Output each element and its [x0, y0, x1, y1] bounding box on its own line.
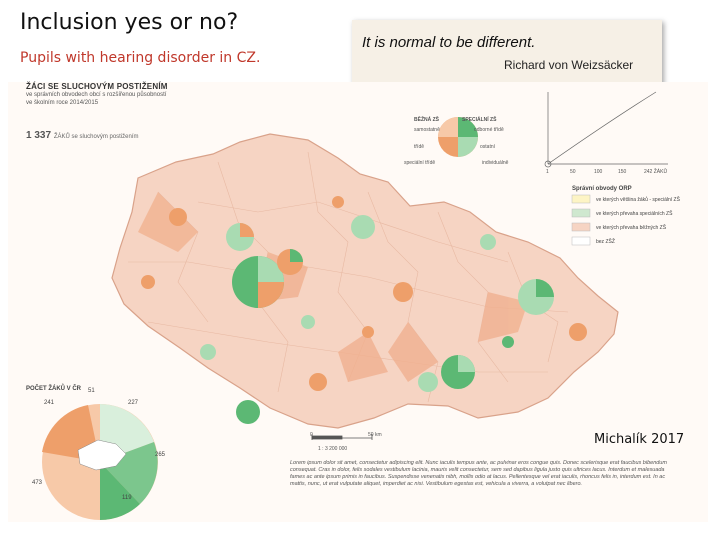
pie-district	[480, 234, 496, 250]
orp-legend-row: ve kterých převaha speciálních ZŠ	[596, 211, 673, 217]
scale-bar-end: 50 km	[368, 432, 382, 438]
pie-legend-col1: BĚŽNÁ ZŠ	[414, 117, 439, 123]
pie-district	[169, 208, 187, 226]
orp-legend-title: Správní obvody ORP	[572, 186, 632, 192]
pie-district	[362, 326, 374, 338]
map-header-line2: ve školním roce 2014/2015	[26, 100, 99, 106]
credit-text: Michalík 2017	[594, 432, 685, 447]
country-outline	[111, 133, 619, 429]
orp-legend-swatches	[571, 194, 591, 246]
pie-legend-col2: SPECIÁLNÍ ZŠ	[462, 117, 497, 123]
scale-tick-3: 100	[594, 169, 603, 175]
pie-district	[351, 215, 375, 239]
scale-bar-start: 0	[310, 432, 313, 438]
map-header-title: ŽÁCI SE SLUCHOVÝM POSTIŽENÍM	[26, 82, 168, 91]
pie-district	[309, 373, 327, 391]
orp-legend-row: ve kterých většina žáků - speciální ZŠ	[596, 197, 680, 203]
pupil-count: 1 337 ŽÁKŮ se sluchovým postižením	[26, 130, 139, 141]
pie-legend-tl: samostatně	[414, 127, 440, 133]
scale-tick-2: 50	[570, 169, 576, 175]
pie-district	[200, 344, 216, 360]
pie-district	[141, 275, 155, 289]
pie-district	[418, 372, 438, 392]
pupils-pie-value: 51	[88, 388, 95, 394]
pie-district	[502, 336, 514, 348]
slide-title: Inclusion yes or no?	[20, 10, 239, 35]
map-header: ŽÁCI SE SLUCHOVÝM POSTIŽENÍM ve správníc…	[26, 82, 256, 107]
pie-legend-ml: třídě	[414, 144, 425, 150]
pupils-pie-title: POČET ŽÁKŮ V ČR	[26, 386, 82, 392]
pie-district	[236, 400, 260, 424]
pupil-count-value: 1 337	[26, 130, 52, 141]
map-figure	[8, 82, 708, 522]
orp-legend-row: bez ZŠŽ	[596, 239, 615, 245]
pupils-pie-value: 473	[32, 480, 43, 486]
scale-bar	[311, 434, 373, 440]
scale-tick-4: 150	[618, 169, 627, 175]
country-mini-outline	[77, 439, 127, 471]
pie-district	[569, 323, 587, 341]
map-description: Lorem ipsum dolor sit amet, consectetur …	[290, 460, 667, 487]
pie-legend-graphic	[438, 117, 478, 157]
pie-legend-br: individuálně	[482, 160, 509, 166]
pie-legend-bl: speciální třídě	[404, 160, 436, 166]
czech-map-svg	[8, 82, 708, 522]
map-header-line1: ve správních obvodech obcí s rozšířenou …	[26, 92, 167, 98]
scale-tick-5: 242 ŽÁKŮ	[644, 169, 668, 175]
pupils-pie	[42, 404, 158, 520]
scale-bar-ratio: 1 : 3 200 000	[318, 446, 348, 452]
scale-tick-1: 1	[546, 169, 549, 175]
orp-legend-row: ve kterých převaha běžných ZŠ	[596, 225, 667, 231]
pupils-pie-value: 119	[122, 495, 132, 501]
quote-author: Richard von Weizsäcker	[504, 58, 634, 72]
pie-legend-mr: ostatní	[480, 144, 496, 150]
pupils-pie-value: 265	[155, 452, 166, 458]
pie-district	[301, 315, 315, 329]
pupils-pie-value: 241	[44, 400, 55, 406]
pie-district	[332, 196, 344, 208]
pupils-pie-value: 227	[128, 400, 139, 406]
pie-legend-tr: odborné třídě	[474, 127, 504, 133]
pupil-count-label: ŽÁKŮ se sluchovým postižením	[53, 134, 139, 140]
district-pies	[141, 196, 587, 424]
pie-district	[393, 282, 413, 302]
size-scale	[544, 91, 668, 168]
slide-subtitle: Pupils with hearing disorder in CZ.	[20, 50, 261, 66]
quote-text: It is normal to be different.	[362, 34, 536, 51]
